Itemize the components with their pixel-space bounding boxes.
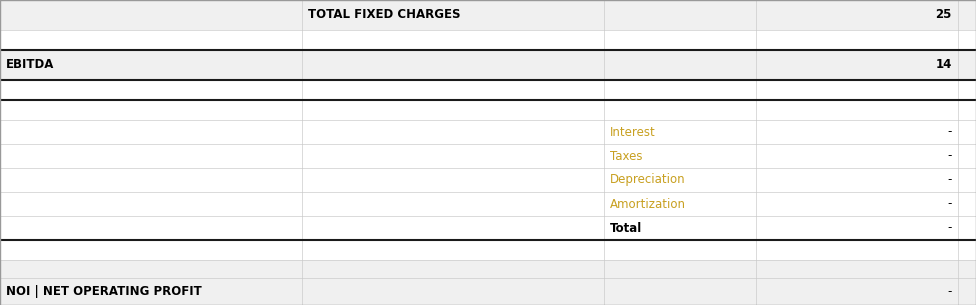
Text: EBITDA: EBITDA bbox=[6, 59, 55, 71]
Text: -: - bbox=[948, 285, 952, 298]
Text: -: - bbox=[948, 149, 952, 163]
Bar bbox=[0, 120, 976, 144]
Text: -: - bbox=[948, 221, 952, 235]
Text: -: - bbox=[948, 198, 952, 210]
Text: Amortization: Amortization bbox=[610, 198, 686, 210]
Bar bbox=[0, 80, 976, 100]
Bar bbox=[0, 216, 976, 240]
Text: TOTAL FIXED CHARGES: TOTAL FIXED CHARGES bbox=[308, 9, 461, 21]
Text: 25: 25 bbox=[936, 9, 952, 21]
Text: 14: 14 bbox=[936, 59, 952, 71]
Text: NOI | NET OPERATING PROFIT: NOI | NET OPERATING PROFIT bbox=[6, 285, 202, 298]
Text: Depreciation: Depreciation bbox=[610, 174, 685, 186]
Text: -: - bbox=[948, 125, 952, 138]
Text: -: - bbox=[948, 174, 952, 186]
Bar bbox=[0, 50, 976, 80]
Bar bbox=[0, 168, 976, 192]
Bar bbox=[0, 0, 976, 30]
Bar bbox=[0, 240, 976, 260]
Bar bbox=[0, 278, 976, 305]
Bar bbox=[0, 144, 976, 168]
Text: Interest: Interest bbox=[610, 125, 656, 138]
Text: Taxes: Taxes bbox=[610, 149, 642, 163]
Bar bbox=[0, 260, 976, 278]
Bar bbox=[0, 30, 976, 50]
Bar bbox=[0, 100, 976, 120]
Bar bbox=[0, 192, 976, 216]
Text: Total: Total bbox=[610, 221, 642, 235]
